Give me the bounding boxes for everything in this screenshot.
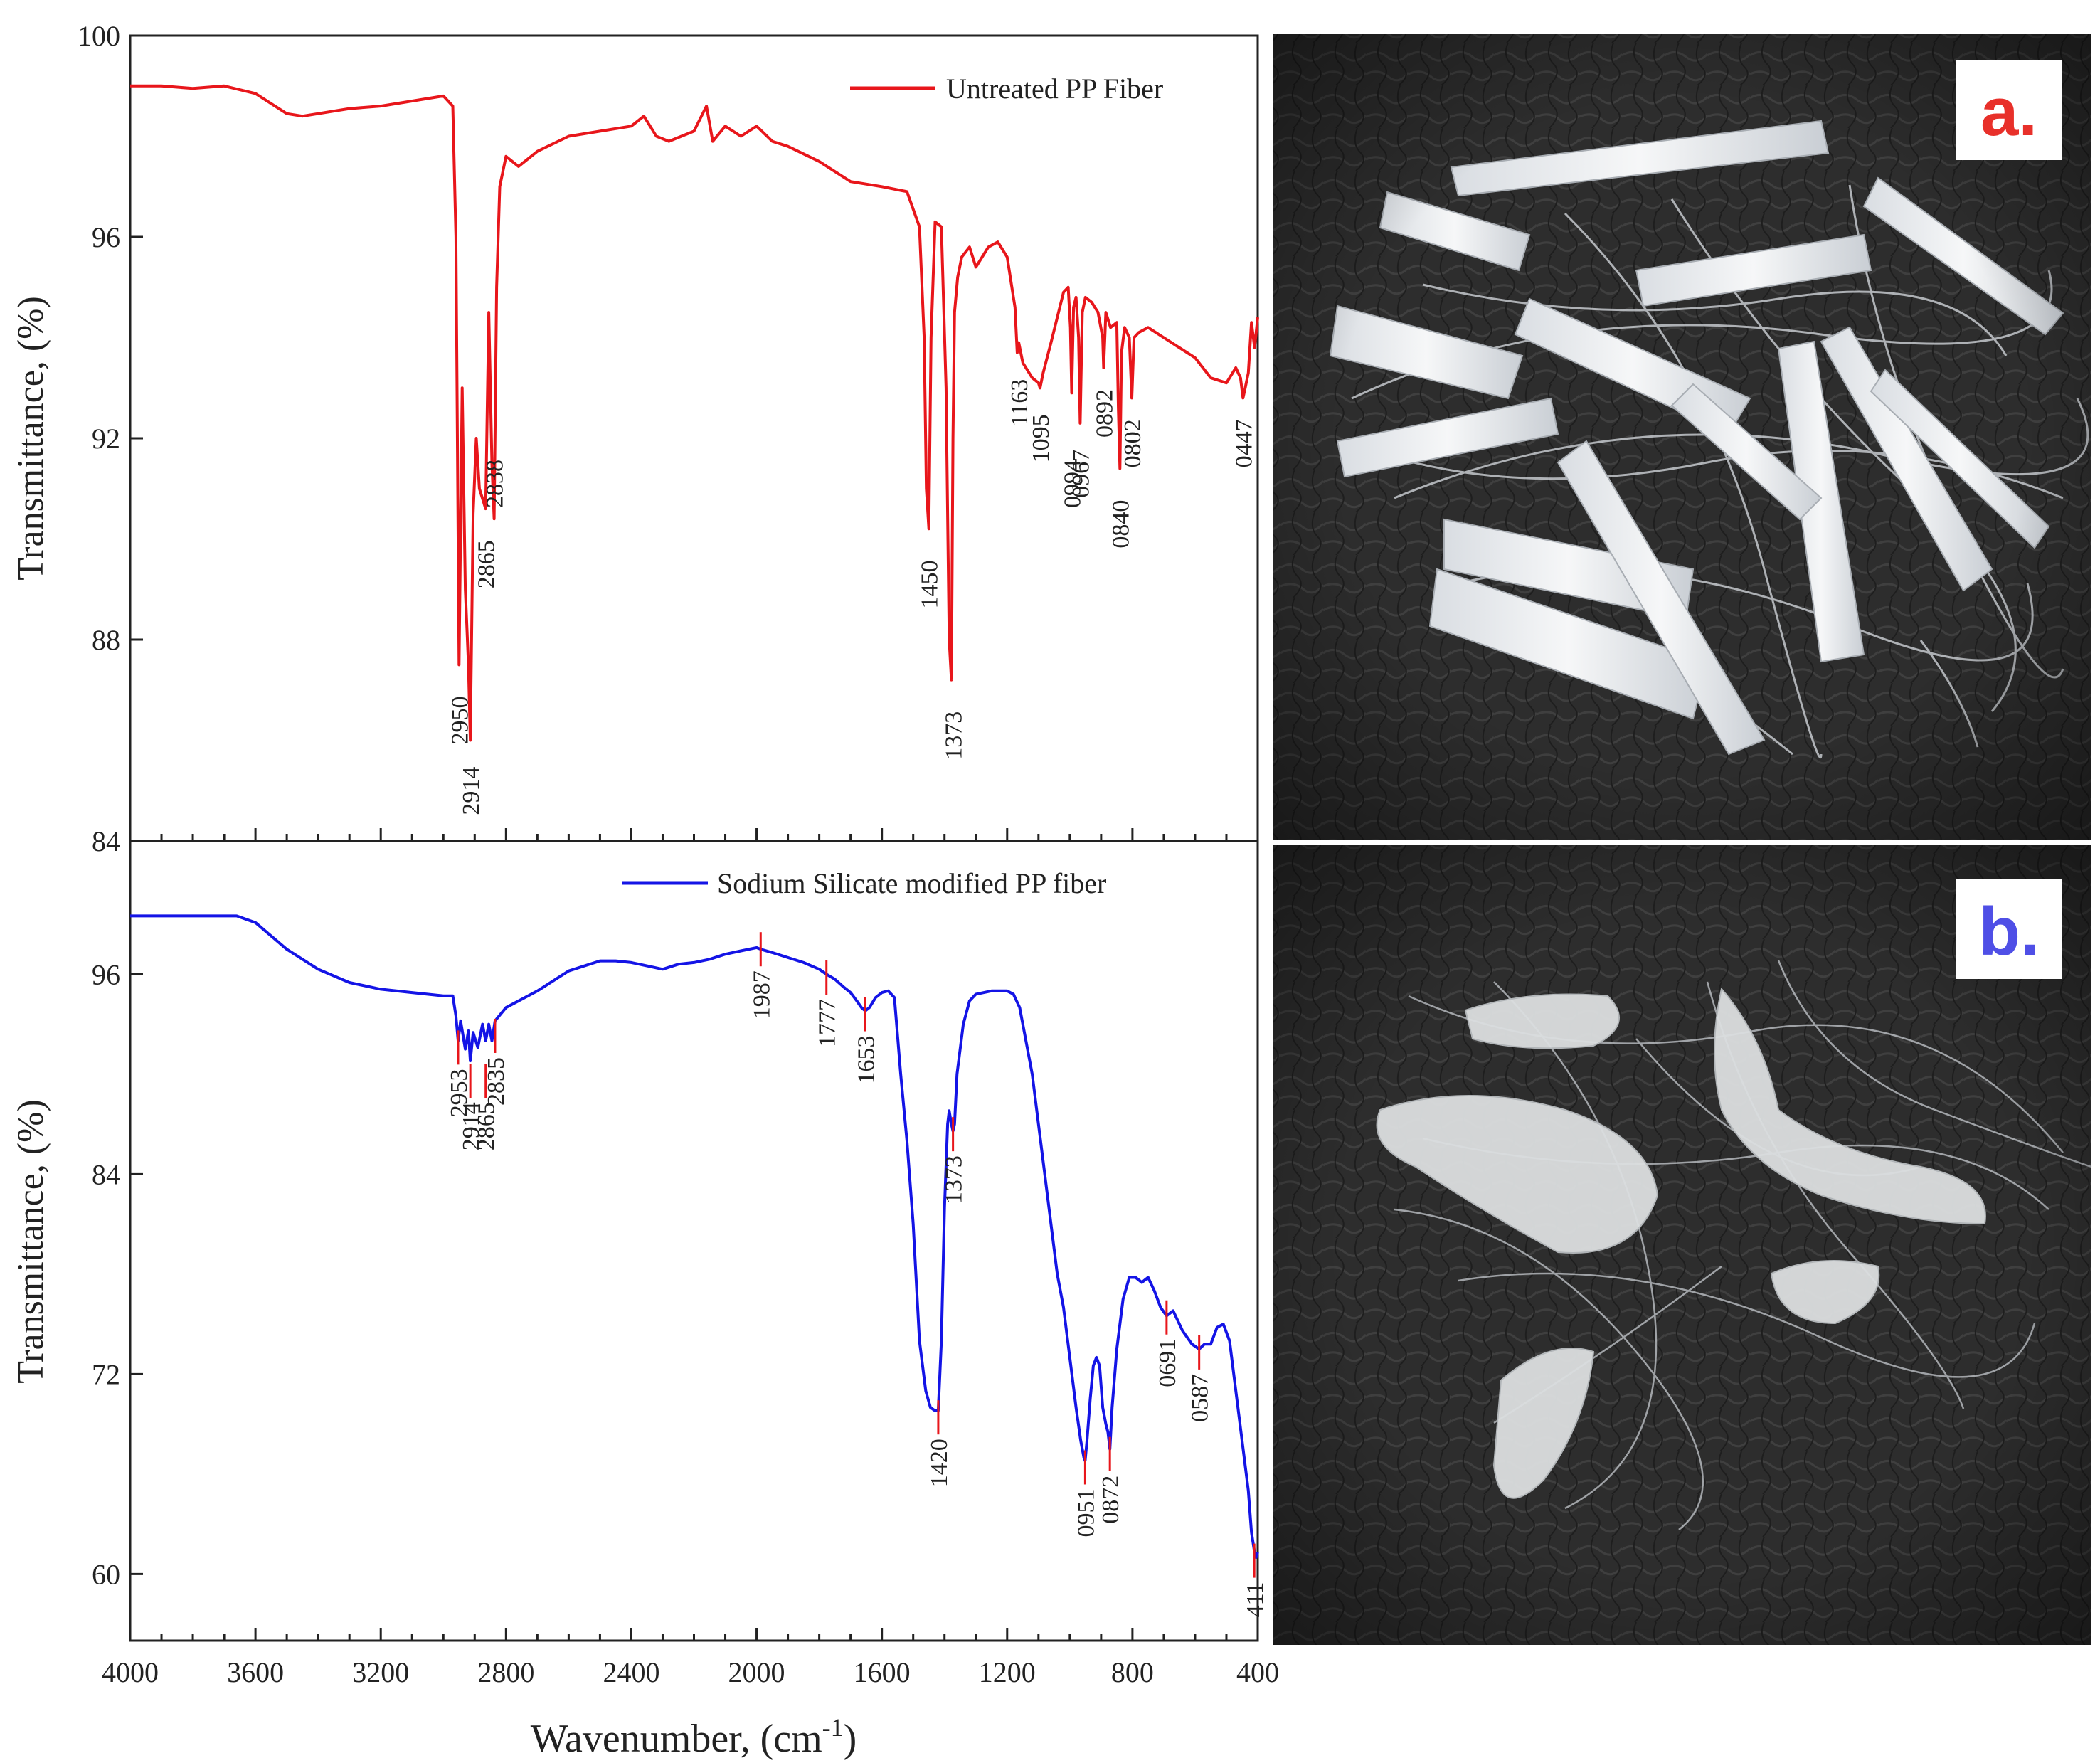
bottom-y-axis: 96 84 72 60 [92, 958, 143, 1590]
photo-a-label-box [1956, 60, 2062, 160]
peak-label: 2953 [446, 1069, 472, 1117]
peak-label: 1373 [941, 1155, 967, 1204]
top-y-tick-label: 92 [92, 423, 120, 455]
bottom-y-axis-label: Transmittance, (%) [11, 1099, 51, 1384]
bottom-y-tick-label: 72 [92, 1358, 120, 1390]
x-axis-label-main: Wavenumber, (cm [531, 1717, 822, 1761]
top-peak-labels: 2950 2914 2865 2838 1450 1373 1163109509940967… [447, 379, 1257, 815]
peak-label: 0994 [1059, 460, 1086, 508]
peak-label: 1450 [917, 561, 943, 609]
bottom-plot-frame [129, 840, 1259, 1642]
photo-a-label: a. [1980, 74, 2037, 150]
peak-label: 1095 [1028, 414, 1054, 462]
x-tick-label: 1600 [854, 1656, 911, 1688]
x-tick-label: 3600 [227, 1656, 284, 1688]
x-tick-label: 3200 [352, 1656, 409, 1688]
top-y-tick-label: 84 [92, 825, 120, 857]
bottom-x-axis: 4000 3600 3200 2800 2400 2000 1600 1200 800 400 [102, 1628, 1279, 1688]
x-axis-label-sup: -1 [822, 1713, 844, 1742]
photo-a-untreated-fibers: a. [1273, 34, 2091, 840]
peak-label: 0587 [1187, 1374, 1214, 1422]
top-series-line [130, 84, 1259, 742]
peak-label: 0802 [1120, 419, 1146, 467]
x-tick-label: 4000 [102, 1656, 159, 1688]
peak-label: 1653 [853, 1036, 879, 1084]
peak-label: 1373 [941, 711, 967, 760]
top-y-axis-label: Transmittance, (%) [11, 296, 51, 581]
peak-label: 1987 [748, 970, 775, 1019]
x-axis-label: Wavenumber, (cm-1) [531, 1713, 857, 1761]
peak-label: 2835 [483, 1057, 509, 1106]
bottom-y-tick-label: 84 [92, 1158, 120, 1190]
peak-label: 0691 [1155, 1339, 1181, 1387]
bottom-y-tick-label: 60 [92, 1558, 120, 1590]
bottom-spectrum-panel: 96 84 72 60 4000 3600 3200 2800 2400 2000 1600 120… [11, 840, 1279, 1688]
top-y-axis: 100 96 92 88 84 [78, 20, 143, 857]
peak-label: 0892 [1091, 389, 1118, 438]
legend-label-modified: Sodium Silicate modified PP fiber [717, 867, 1106, 899]
peak-label: 2914 [458, 1102, 484, 1150]
peak-label: 0951 [1073, 1488, 1099, 1537]
peak-label: 2838 [482, 460, 509, 508]
top-plot-frame [129, 34, 1259, 842]
peak-label: 411 [1242, 1582, 1268, 1618]
peak-label: 1163 [1007, 379, 1033, 427]
peak-label: 2865 [474, 540, 500, 588]
bottom-series-group [130, 914, 1259, 1559]
photo-b-modified-fibers: b. [1273, 845, 2092, 1645]
peak-label: 0840 [1108, 500, 1134, 549]
peak-label: 0447 [1231, 419, 1257, 467]
bottom-legend: Sodium Silicate modified PP fiber [622, 867, 1106, 899]
x-tick-label: 800 [1111, 1656, 1154, 1688]
peak-label: 0872 [1098, 1476, 1124, 1524]
photo-b-label: b. [1978, 894, 2039, 970]
bottom-y-tick-label: 96 [92, 958, 120, 990]
x-tick-label: 1200 [979, 1656, 1036, 1688]
x-tick-label: 2400 [603, 1656, 659, 1688]
peak-label: 2865 [474, 1102, 500, 1150]
x-axis-label-close: ) [844, 1717, 857, 1761]
top-series-group [130, 84, 1259, 742]
top-spectrum-panel: 100 96 92 88 84 2950 2914 2865 2838 1450 1373 1163… [11, 20, 1259, 857]
top-y-tick-label: 88 [92, 624, 120, 656]
x-tick-label: 2800 [477, 1656, 534, 1688]
top-legend: Untreated PP Fiber [850, 73, 1163, 105]
top-y-tick-label: 96 [92, 221, 120, 253]
photo-b-label-box [1956, 879, 2062, 979]
legend-label-untreated: Untreated PP Fiber [946, 73, 1163, 105]
top-x-ticks [129, 828, 1259, 841]
x-tick-label: 400 [1236, 1656, 1279, 1688]
peak-label: 0967 [1068, 450, 1094, 498]
peak-label: 2950 [447, 697, 473, 745]
bottom-series-line [130, 914, 1259, 1559]
peak-label: 2914 [458, 767, 484, 815]
peak-label: 1420 [926, 1439, 953, 1487]
top-y-tick-label: 100 [78, 20, 120, 52]
x-tick-label: 2000 [728, 1656, 785, 1688]
peak-label: 1777 [815, 999, 841, 1047]
